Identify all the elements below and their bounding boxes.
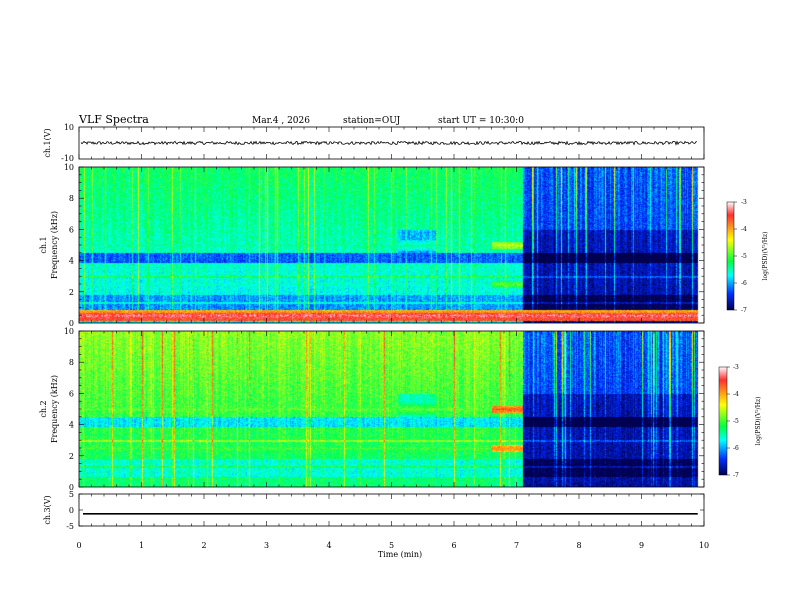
ch2-colorbar-label: log(PSD)(V²/Hz)	[755, 397, 762, 446]
colorbar-tick-label: -5	[733, 418, 739, 425]
ch1-colorbar-label: log(PSD)(V²/Hz)	[762, 232, 769, 281]
ch1-spec-ylabel-ch: ch.1	[39, 236, 48, 253]
colorbar-tick-label: -7	[733, 472, 739, 479]
ch1-ytick-top: 10	[64, 123, 74, 132]
ch3-wave-ylabel: ch.3(V)	[43, 495, 52, 524]
ch2-colorbar: -3 -4 -5 -6 -7 log(PSD)(V²/Hz)	[718, 364, 762, 479]
ch1-spectrogram-heatmap	[79, 167, 704, 323]
colorbar-tick-label: -4	[733, 391, 739, 398]
chart-date: Mar.4 , 2026	[252, 116, 310, 126]
x-tick-label: 4	[326, 541, 331, 550]
y-tick-label: 6	[69, 225, 74, 234]
y-tick-label: 4	[69, 257, 74, 266]
ch2-colorbar-gradient	[718, 366, 728, 476]
y-tick-label: -5	[66, 522, 74, 531]
x-axis-tick-labels: 0 1 2 3 4 5 6 7 8 9 10	[76, 541, 709, 550]
colorbar-tick-label: -5	[741, 253, 747, 260]
ch1-spectrogram-panel: 0 2 4 6 8 10 ch.1 Frequency (kHz)	[39, 163, 705, 328]
y-tick-label: 10	[64, 327, 74, 336]
x-tick-label: 8	[576, 541, 581, 550]
chart-station: station=OUJ	[343, 116, 401, 126]
y-tick-label: 2	[69, 288, 74, 297]
colorbar-tick-label: -7	[741, 307, 747, 314]
ch1-colorbar: -3 -4 -5 -6 -7 log(PSD)(V²/Hz)	[726, 199, 769, 314]
x-tick-label: 1	[139, 541, 144, 550]
x-tick-label: 10	[699, 541, 709, 550]
ch2-spectrogram-heatmap	[79, 331, 704, 487]
colorbar-tick-label: -6	[733, 445, 739, 452]
y-tick-label: 0	[69, 483, 74, 492]
x-tick-label: 5	[389, 541, 394, 550]
y-tick-label: 8	[69, 194, 74, 203]
ch2-spec-ylabel-ch: ch.2	[39, 400, 48, 417]
ch1-waveform-line	[80, 140, 698, 146]
ch1-ytick-bottom: -10	[61, 154, 74, 163]
ch1-spec-ylabel-freq: Frequency (kHz)	[50, 211, 59, 279]
x-tick-label: 0	[76, 541, 81, 550]
x-tick-label: 2	[201, 541, 206, 550]
ch1-waveform-panel: 10 -10 ch.1(V)	[43, 123, 705, 163]
x-tick-label: 6	[451, 541, 456, 550]
chart-start-ut: start UT = 10:30:0	[438, 116, 524, 126]
ch1-colorbar-gradient	[726, 201, 735, 311]
y-tick-label: 8	[69, 358, 74, 367]
ch2-spec-ylabel-freq: Frequency (kHz)	[50, 375, 59, 443]
ch1-wave-ylabel: ch.1(V)	[43, 128, 52, 157]
colorbar-tick-label: -4	[741, 226, 747, 233]
x-tick-label: 7	[514, 541, 519, 550]
colorbar-tick-label: -3	[741, 199, 747, 206]
y-tick-label: 0	[69, 319, 74, 328]
y-tick-label: 10	[64, 163, 74, 172]
chart-title: VLF Spectra	[78, 113, 149, 126]
y-tick-label: 2	[69, 452, 74, 461]
ch2-spectrogram-panel: 0 2 4 6 8 10 ch.2 Frequency (kHz)	[39, 327, 705, 492]
colorbar-tick-label: -6	[741, 280, 747, 287]
x-axis-label: Time (min)	[378, 550, 422, 559]
y-tick-label: 0	[69, 506, 74, 515]
y-tick-label: 4	[69, 421, 74, 430]
ch3-waveform-panel: 5 0 -5 ch.3(V)	[43, 490, 705, 531]
y-tick-label: 5	[69, 490, 74, 499]
colorbar-tick-label: -3	[733, 364, 739, 371]
x-tick-label: 3	[264, 541, 269, 550]
y-tick-label: 6	[69, 389, 74, 398]
x-tick-label: 9	[639, 541, 644, 550]
